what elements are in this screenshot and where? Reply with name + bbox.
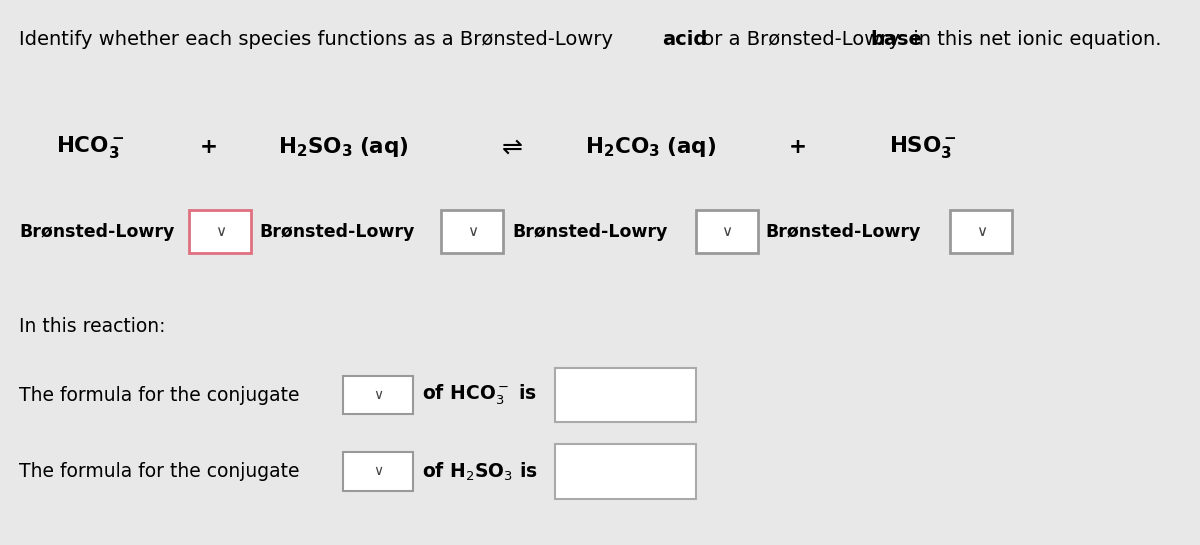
Text: ∨: ∨: [215, 224, 226, 239]
Text: Brønsted-Lowry: Brønsted-Lowry: [512, 222, 667, 241]
Text: $\mathbf{+}$: $\mathbf{+}$: [199, 137, 217, 157]
Text: The formula for the conjugate: The formula for the conjugate: [19, 462, 300, 481]
Text: ∨: ∨: [373, 388, 383, 402]
FancyBboxPatch shape: [190, 210, 251, 253]
FancyBboxPatch shape: [950, 210, 1013, 253]
Text: of HCO$_3^-$ is: of HCO$_3^-$ is: [422, 383, 538, 407]
Text: $\mathbf{HCO_3^-}$: $\mathbf{HCO_3^-}$: [56, 134, 124, 160]
Text: ∨: ∨: [373, 464, 383, 479]
Text: in this net ionic equation.: in this net ionic equation.: [907, 30, 1162, 49]
Text: Identify whether each species functions as a Brønsted-Lowry: Identify whether each species functions …: [19, 30, 619, 49]
Text: $\mathbf{+}$: $\mathbf{+}$: [788, 137, 806, 157]
FancyBboxPatch shape: [442, 210, 503, 253]
FancyBboxPatch shape: [343, 376, 413, 414]
FancyBboxPatch shape: [556, 368, 696, 422]
Text: ∨: ∨: [467, 224, 478, 239]
Text: ∨: ∨: [976, 224, 986, 239]
FancyBboxPatch shape: [343, 452, 413, 490]
Text: base: base: [870, 30, 923, 49]
Text: $\mathbf{HSO_3^-}$: $\mathbf{HSO_3^-}$: [889, 134, 958, 160]
FancyBboxPatch shape: [696, 210, 757, 253]
Text: Brønsted-Lowry: Brønsted-Lowry: [19, 222, 174, 241]
Text: acid: acid: [662, 30, 707, 49]
Text: In this reaction:: In this reaction:: [19, 318, 166, 336]
FancyBboxPatch shape: [556, 444, 696, 499]
Text: of H$_2$SO$_3$ is: of H$_2$SO$_3$ is: [422, 461, 539, 482]
Text: ∨: ∨: [721, 224, 732, 239]
Text: The formula for the conjugate: The formula for the conjugate: [19, 386, 300, 404]
Text: $\mathbf{H_2CO_3}$ $\mathbf{(aq)}$: $\mathbf{H_2CO_3}$ $\mathbf{(aq)}$: [586, 135, 716, 159]
Text: Brønsted-Lowry: Brønsted-Lowry: [766, 222, 922, 241]
Text: Brønsted-Lowry: Brønsted-Lowry: [259, 222, 414, 241]
Text: or a Brønsted-Lowry: or a Brønsted-Lowry: [696, 30, 906, 49]
Text: ⇌: ⇌: [502, 135, 523, 159]
Text: $\mathbf{H_2SO_3}$ $\mathbf{(aq)}$: $\mathbf{H_2SO_3}$ $\mathbf{(aq)}$: [278, 135, 409, 159]
